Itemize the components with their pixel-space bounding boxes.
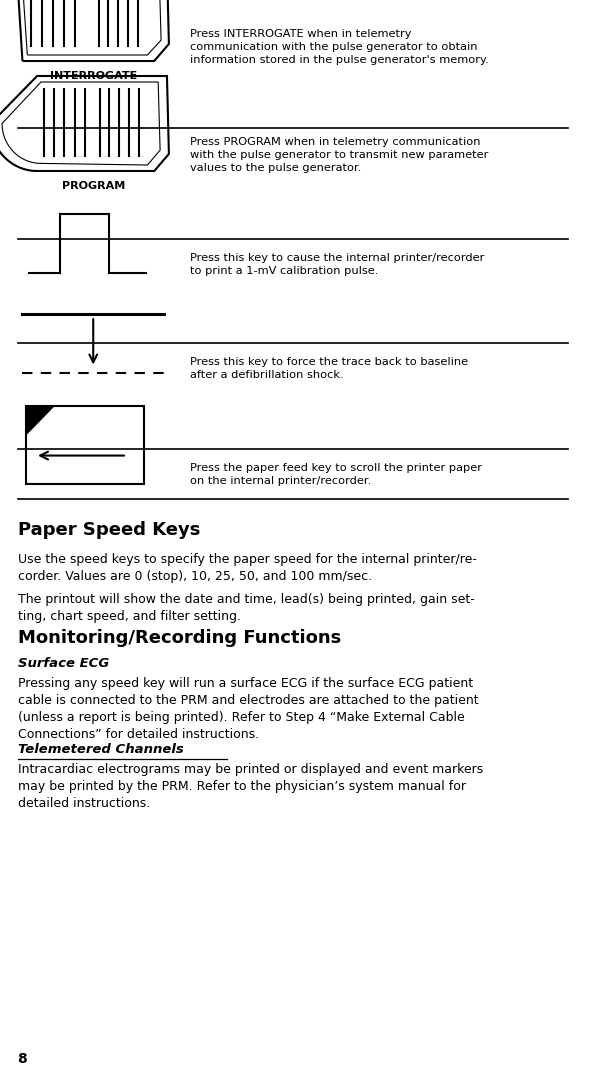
Text: Intracardiac electrograms may be printed or displayed and event markers
may be p: Intracardiac electrograms may be printed… bbox=[17, 763, 483, 810]
Text: Surface ECG: Surface ECG bbox=[17, 657, 109, 670]
Text: Telemetered Channels: Telemetered Channels bbox=[17, 743, 184, 756]
Text: Paper Speed Keys: Paper Speed Keys bbox=[17, 521, 200, 539]
Text: Press PROGRAM when in telemetry communication
with the pulse generator to transm: Press PROGRAM when in telemetry communic… bbox=[190, 137, 489, 173]
Text: Press INTERROGATE when in telemetry
communication with the pulse generator to ob: Press INTERROGATE when in telemetry comm… bbox=[190, 29, 489, 65]
Bar bbox=[26, 406, 143, 484]
Text: INTERROGATE: INTERROGATE bbox=[50, 71, 137, 81]
Text: Press this key to force the trace back to baseline
after a defibrillation shock.: Press this key to force the trace back t… bbox=[190, 357, 469, 381]
Text: Use the speed keys to specify the paper speed for the internal printer/re-
corde: Use the speed keys to specify the paper … bbox=[17, 553, 476, 583]
Text: Monitoring/Recording Functions: Monitoring/Recording Functions bbox=[17, 629, 341, 648]
Text: Pressing any speed key will run a surface ECG if the surface ECG patient
cable i: Pressing any speed key will run a surfac… bbox=[17, 677, 478, 740]
Polygon shape bbox=[26, 406, 54, 435]
Text: Press the paper feed key to scroll the printer paper
on the internal printer/rec: Press the paper feed key to scroll the p… bbox=[190, 463, 482, 486]
Text: 8: 8 bbox=[17, 1052, 28, 1066]
Text: Press this key to cause the internal printer/recorder
to print a 1-mV calibratio: Press this key to cause the internal pri… bbox=[190, 253, 485, 277]
Text: The printout will show the date and time, lead(s) being printed, gain set-
ting,: The printout will show the date and time… bbox=[17, 593, 475, 623]
Text: PROGRAM: PROGRAM bbox=[62, 181, 125, 191]
